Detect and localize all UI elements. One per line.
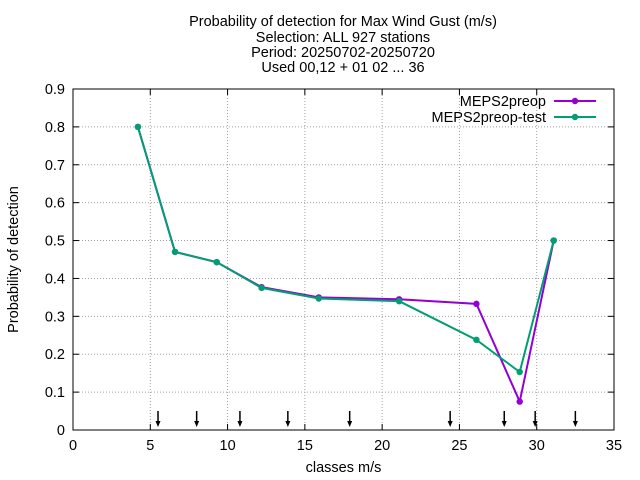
title-line-2: Selection: ALL 927 stations bbox=[256, 30, 430, 46]
series-group bbox=[134, 123, 557, 405]
y-tick-label: 0.3 bbox=[45, 309, 65, 325]
arrow-head bbox=[285, 421, 291, 427]
y-tick-label: 0.9 bbox=[45, 82, 65, 98]
y-tick-label: 0.7 bbox=[45, 158, 65, 174]
arrow-head bbox=[155, 421, 161, 427]
y-axis: 0 0.1 0.2 0.3 0.4 0.5 0.6 0.7 0.8 0.9 bbox=[45, 82, 614, 439]
series-line bbox=[136, 126, 555, 405]
class-boundary-arrow bbox=[572, 411, 578, 427]
class-boundary-arrow bbox=[501, 411, 507, 427]
series-point bbox=[516, 398, 523, 405]
class-boundary-arrow bbox=[155, 411, 161, 427]
x-tick-label: 35 bbox=[606, 438, 622, 454]
series-1 bbox=[134, 123, 557, 376]
arrow-head bbox=[347, 421, 353, 427]
class-boundary-arrow bbox=[285, 411, 291, 427]
series-point bbox=[171, 248, 179, 256]
x-tick-label: 25 bbox=[451, 438, 467, 454]
class-boundary-arrow bbox=[532, 411, 538, 427]
series-point bbox=[473, 336, 480, 344]
chart-title: Probability of detection for Max Wind Gu… bbox=[189, 14, 497, 76]
series-point bbox=[258, 284, 265, 292]
x-tick-label: 10 bbox=[220, 438, 236, 454]
y-tick-label: 0.4 bbox=[45, 271, 65, 287]
title-line-4: Used 00,12 + 01 02 ... 36 bbox=[261, 60, 424, 76]
y-tick-label: 0.6 bbox=[45, 196, 65, 212]
series-point bbox=[395, 297, 403, 305]
class-boundary-arrow bbox=[237, 411, 243, 427]
series-point bbox=[473, 300, 480, 308]
class-boundary-arrow bbox=[194, 411, 200, 427]
arrow-head bbox=[237, 421, 243, 427]
series-point bbox=[134, 123, 142, 131]
y-tick-label: 0.5 bbox=[45, 234, 65, 250]
plot-frame bbox=[72, 88, 615, 431]
x-tick-label: 5 bbox=[146, 438, 154, 454]
y-axis-label: Probability of detection bbox=[6, 186, 22, 333]
series-point bbox=[315, 295, 322, 302]
class-boundary-arrow bbox=[347, 411, 353, 427]
x-axis: 0 5 10 15 20 25 30 35 bbox=[69, 89, 622, 454]
series-point bbox=[516, 368, 523, 376]
series-point bbox=[550, 237, 557, 244]
x-axis-label: classes m/s bbox=[306, 460, 382, 476]
arrow-head bbox=[501, 421, 507, 427]
arrow-head bbox=[447, 421, 453, 427]
legend-label: MEPS2preop-test bbox=[432, 110, 546, 126]
grid bbox=[73, 89, 614, 430]
x-tick-label: 30 bbox=[529, 438, 545, 454]
y-tick-label: 0 bbox=[57, 423, 65, 439]
class-boundary-arrows bbox=[155, 411, 578, 427]
arrow-head bbox=[194, 421, 200, 427]
x-tick-label: 20 bbox=[374, 438, 390, 454]
legend-swatch-point bbox=[571, 113, 579, 121]
y-tick-label: 0.8 bbox=[45, 120, 65, 136]
legend-swatch-point bbox=[571, 97, 579, 105]
arrow-head bbox=[572, 421, 578, 427]
title-line-1: Probability of detection for Max Wind Gu… bbox=[189, 14, 497, 30]
y-tick-label: 0.2 bbox=[45, 347, 65, 363]
arrow-head bbox=[532, 421, 538, 427]
series-0 bbox=[134, 123, 557, 405]
y-tick-label: 0.1 bbox=[45, 385, 65, 401]
title-line-3: Period: 20250702-20250720 bbox=[251, 45, 435, 61]
series-point bbox=[213, 258, 220, 266]
legend-label: MEPS2preop bbox=[460, 94, 546, 110]
x-tick-label: 15 bbox=[297, 438, 313, 454]
class-boundary-arrow bbox=[447, 411, 453, 427]
x-tick-label: 0 bbox=[69, 438, 77, 454]
